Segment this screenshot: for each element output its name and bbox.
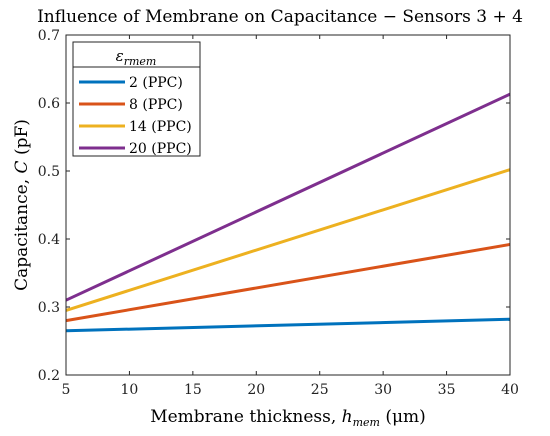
y-axis-label: Capacitance, C (pF) [12, 119, 32, 291]
legend: εrmem 2 (PPC) 8 (PPC) 14 (PPC) 20 (PPC) [72, 41, 201, 157]
series-lines [65, 92, 511, 333]
x-tick-label-5: 30 [374, 382, 392, 398]
legend-box [72, 41, 201, 157]
y-tick-label-5: 0.7 [38, 28, 60, 44]
y-label-symbol: C [12, 160, 32, 173]
x-label-symbol: h [342, 407, 353, 427]
legend-title: εrmem [116, 47, 157, 68]
series-line-0 [65, 317, 511, 333]
y-tick-label-0: 0.2 [38, 368, 60, 384]
y-tick-label-2: 0.4 [38, 232, 60, 248]
x-tick-label-6: 35 [438, 382, 456, 398]
series-line-1 [65, 242, 511, 323]
x-tick-label-2: 15 [184, 382, 202, 398]
chart-title: Influence of Membrane on Capacitance − S… [37, 7, 523, 27]
legend-label-3: 20 (PPC) [129, 141, 192, 157]
x-tick-label-3: 20 [247, 382, 265, 398]
x-tick-label-4: 25 [311, 382, 329, 398]
legend-label-0: 2 (PPC) [129, 75, 183, 91]
plot-frame [65, 34, 511, 376]
legend-label-2: 14 (PPC) [129, 119, 192, 135]
x-tick-label-0: 5 [62, 382, 71, 398]
x-label-text: Membrane thickness, [150, 407, 341, 427]
x-label-unit: (μm) [380, 407, 426, 427]
series-line-2 [65, 168, 511, 312]
x-axis-label: Membrane thickness, hmem (μm) [150, 407, 426, 429]
y-tick-label-3: 0.5 [38, 164, 60, 180]
svg-text:Capacitance, C (pF): Capacitance, C (pF) [12, 119, 32, 291]
y-label-unit: (pF) [12, 119, 32, 160]
series-line-3 [65, 92, 511, 302]
y-tick-label-4: 0.6 [38, 96, 60, 112]
y-tick-label-1: 0.3 [38, 300, 60, 316]
svg-text:Membrane thickness, hmem (μm): Membrane thickness, hmem (μm) [150, 407, 426, 429]
tick-labels: 5 10 15 20 25 30 35 40 0.2 0.3 0.4 0.5 0.6 0.7 [38, 28, 519, 398]
x-tick-label-1: 10 [121, 382, 139, 398]
x-tick-label-7: 40 [501, 382, 519, 398]
y-label-text: Capacitance, [12, 173, 32, 290]
legend-label-1: 8 (PPC) [129, 97, 183, 113]
x-label-subscript: mem [353, 416, 380, 429]
